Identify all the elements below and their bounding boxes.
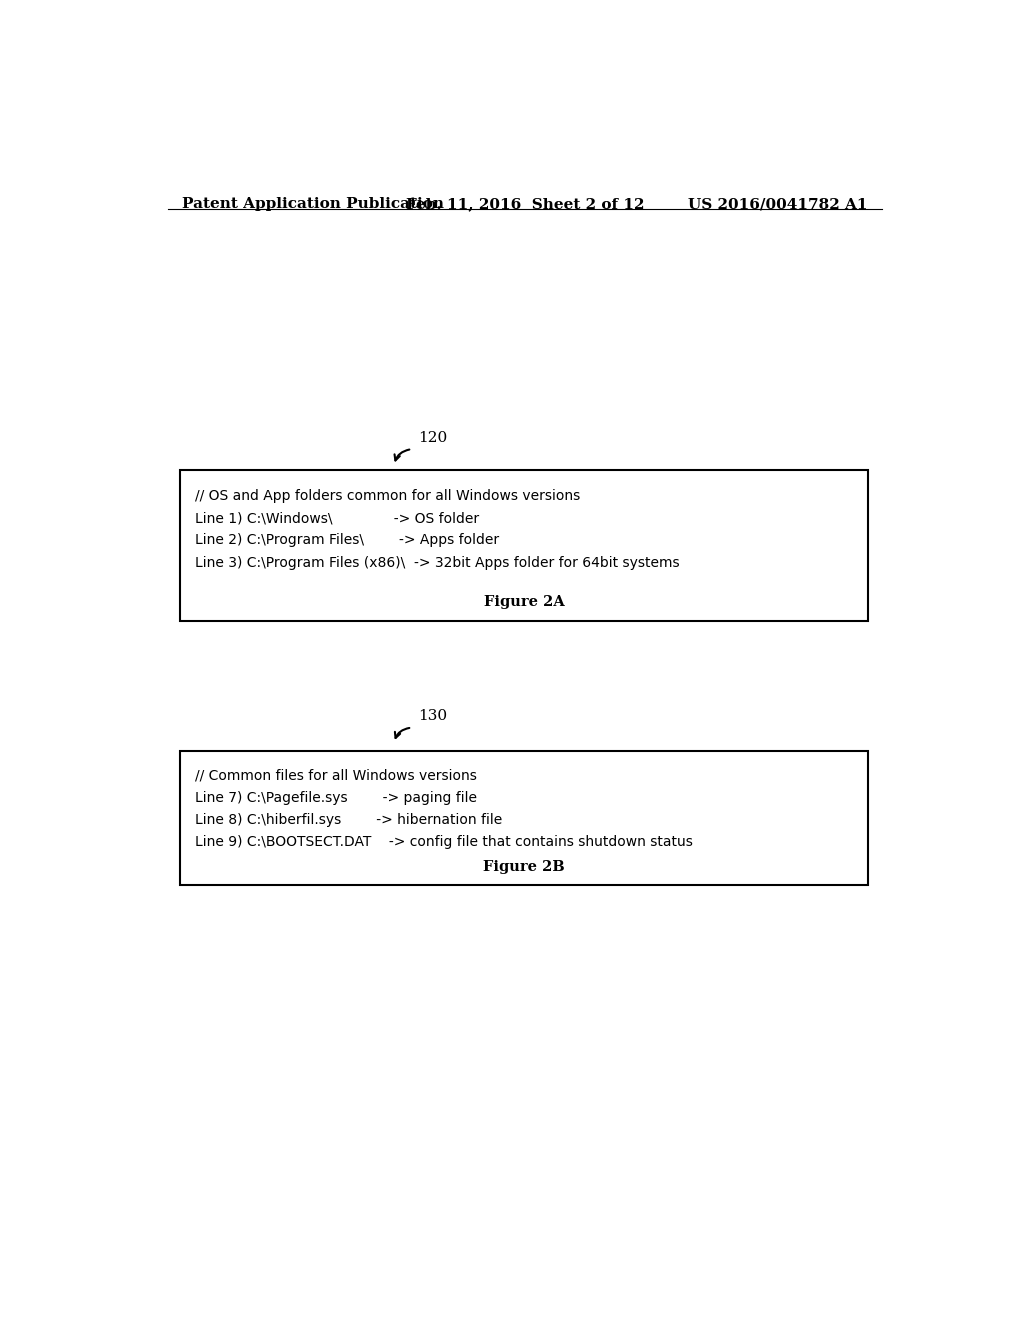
Text: Figure 2B: Figure 2B bbox=[483, 859, 565, 874]
Bar bbox=[179, 751, 868, 886]
Text: Figure 2A: Figure 2A bbox=[483, 595, 564, 609]
Text: Line 3) C:\Program Files (x86)\  -> 32bit Apps folder for 64bit systems: Line 3) C:\Program Files (x86)\ -> 32bit… bbox=[196, 556, 680, 570]
Text: Line 9) C:\BOOTSECT.DAT    -> config file that contains shutdown status: Line 9) C:\BOOTSECT.DAT -> config file t… bbox=[196, 836, 693, 849]
Text: US 2016/0041782 A1: US 2016/0041782 A1 bbox=[688, 197, 867, 211]
Text: 120: 120 bbox=[418, 432, 446, 445]
Text: Line 2) C:\Program Files\        -> Apps folder: Line 2) C:\Program Files\ -> Apps folder bbox=[196, 533, 500, 548]
Bar bbox=[179, 470, 868, 620]
Text: // OS and App folders common for all Windows versions: // OS and App folders common for all Win… bbox=[196, 488, 581, 503]
Text: Line 7) C:\Pagefile.sys        -> paging file: Line 7) C:\Pagefile.sys -> paging file bbox=[196, 791, 477, 805]
Text: Line 8) C:\hiberfil.sys        -> hibernation file: Line 8) C:\hiberfil.sys -> hibernation f… bbox=[196, 813, 503, 826]
Text: // Common files for all Windows versions: // Common files for all Windows versions bbox=[196, 768, 477, 783]
Text: 130: 130 bbox=[418, 709, 446, 722]
Text: Feb. 11, 2016  Sheet 2 of 12: Feb. 11, 2016 Sheet 2 of 12 bbox=[406, 197, 644, 211]
Text: Line 1) C:\Windows\              -> OS folder: Line 1) C:\Windows\ -> OS folder bbox=[196, 511, 479, 525]
Text: Patent Application Publication: Patent Application Publication bbox=[182, 197, 444, 211]
